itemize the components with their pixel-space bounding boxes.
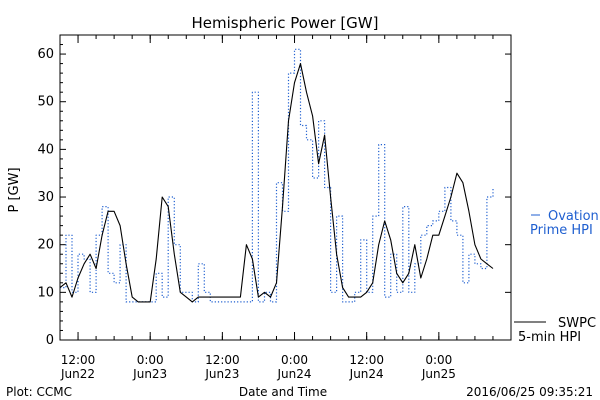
x-tick-label-date-5: Jun25 xyxy=(421,367,456,381)
footer-left: Plot: CCMC xyxy=(6,385,72,399)
footer-center-xlabel: Date and Time xyxy=(239,385,327,399)
x-tick-label-time-4: 12:00 xyxy=(349,353,384,367)
legend-ovation-label-1: Ovation xyxy=(548,209,599,224)
x-tick-label-date-0: Jun22 xyxy=(60,367,95,381)
y-axis-label: P [GW] xyxy=(7,167,22,212)
footer-right-timestamp: 2016/06/25 09:35:21 xyxy=(466,385,593,399)
series-line-swpc-5-min-hpi xyxy=(59,63,494,303)
series-line-ovation-prime-hpi xyxy=(60,48,494,303)
y-tick-label-60: 60 xyxy=(37,47,54,62)
x-tick-label-date-2: Jun23 xyxy=(204,367,239,381)
x-tick-label-time-3: 0:00 xyxy=(281,353,308,367)
x-axis-ticks: 12:00Jun220:00Jun2312:00Jun230:00Jun2412… xyxy=(59,35,512,381)
y-tick-label-20: 20 xyxy=(37,238,54,253)
x-tick-label-date-4: Jun24 xyxy=(349,367,384,381)
legend-ovation-label-2: Prime HPI xyxy=(530,223,593,238)
y-tick-label-40: 40 xyxy=(37,142,54,157)
plot-frame xyxy=(59,34,512,341)
legend: Ovation Prime HPI SWPC 5-min HPI xyxy=(514,209,599,345)
y-axis-ticks: 0 10 20 30 40 50 60 xyxy=(37,34,511,348)
x-tick-label-time-1: 0:00 xyxy=(137,353,164,367)
y-tick-label-50: 50 xyxy=(37,95,54,110)
x-tick-label-time-0: 12:00 xyxy=(61,353,96,367)
legend-swpc-label-2: 5-min HPI xyxy=(518,330,581,345)
series-layer xyxy=(59,48,494,303)
x-tick-label-time-5: 0:00 xyxy=(425,353,452,367)
y-tick-label-0: 0 xyxy=(46,333,54,348)
x-tick-label-date-3: Jun24 xyxy=(277,367,312,381)
x-tick-label-date-1: Jun23 xyxy=(132,367,167,381)
chart-title: Hemispheric Power [GW] xyxy=(192,14,379,32)
x-tick-label-time-2: 12:00 xyxy=(205,353,240,367)
y-tick-label-10: 10 xyxy=(37,285,54,300)
legend-swpc-label-1: SWPC xyxy=(558,316,596,331)
y-tick-label-30: 30 xyxy=(37,190,54,205)
